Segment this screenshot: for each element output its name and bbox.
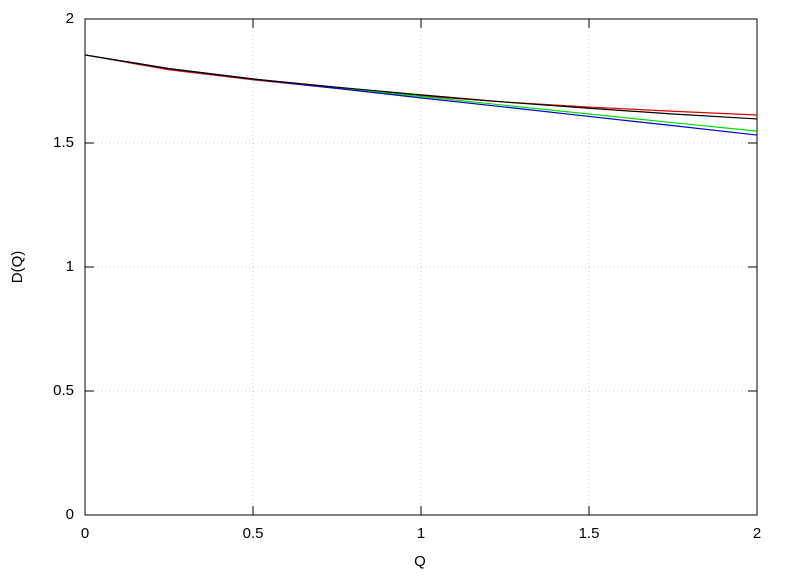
y-tick-label: 2 [66, 10, 74, 27]
x-tick-label: 0.5 [243, 525, 264, 542]
x-axis-label: Q [414, 553, 426, 570]
x-tick-label: 1.5 [579, 525, 600, 542]
y-tick-label: 0.5 [53, 382, 74, 399]
y-tick-label: 1 [66, 258, 74, 275]
data-line [84, 54, 758, 120]
y-tick-label: 0 [66, 506, 74, 523]
y-tick-label: 1.5 [53, 134, 74, 151]
x-tick-label: 0 [81, 525, 89, 542]
x-tick-label: 2 [753, 525, 761, 542]
x-tick-label: 1 [417, 525, 425, 542]
plot-frame [84, 18, 758, 516]
y-axis-label: D(Q) [9, 251, 26, 284]
